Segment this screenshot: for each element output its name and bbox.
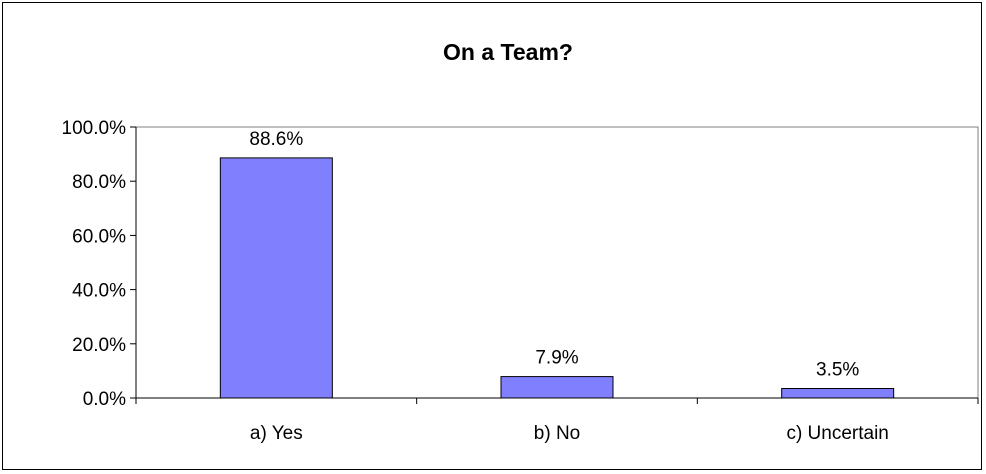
bar-b-no	[500, 376, 614, 399]
bar-data-label: 3.5%	[816, 360, 859, 381]
x-category-label: a) Yes	[250, 423, 303, 444]
y-tick-label: 0.0%	[83, 389, 126, 410]
y-tick-label: 40.0%	[72, 281, 126, 302]
bar-a-yes	[219, 157, 333, 399]
bar-layer	[219, 157, 895, 399]
bar-c-uncertain	[781, 388, 895, 399]
x-category-label: b) No	[534, 423, 580, 444]
y-tick-label: 80.0%	[72, 172, 126, 193]
bar-data-label: 88.6%	[249, 129, 303, 150]
chart-svg: On a Team? 0.0% 20.0% 40.0% 60.0% 80.0% 100.0…	[62, 39, 979, 444]
y-tick-label: 60.0%	[72, 226, 126, 247]
label-layer: a) Yes 88.6% b) No 7.9% c) Uncertain 3.5%	[249, 129, 888, 444]
x-category-label: c) Uncertain	[786, 423, 888, 444]
y-tick-label: 100.0%	[62, 118, 127, 139]
bar-data-label: 7.9%	[535, 348, 578, 369]
y-tick-label: 20.0%	[72, 335, 126, 356]
chart-title: On a Team?	[443, 39, 573, 65]
